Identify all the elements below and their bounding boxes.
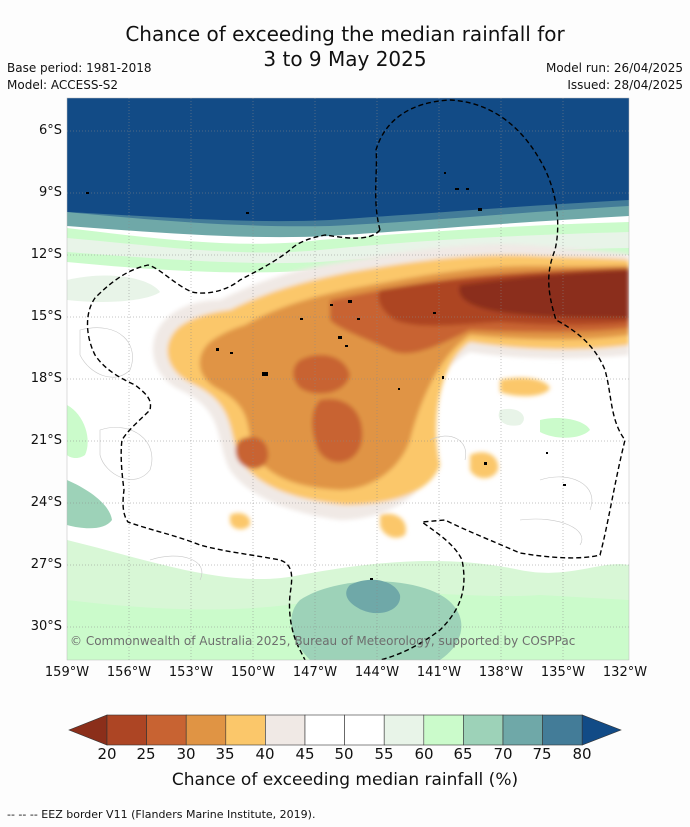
colorbar-swatch <box>225 714 266 746</box>
lon-label: 138°W <box>478 665 524 680</box>
colorbar-extend-high <box>581 714 622 746</box>
colorbar-extend-low <box>68 714 108 746</box>
copyright-credit: © Commonwealth of Australia 2025, Bureau… <box>70 634 576 648</box>
colorbar-swatch <box>502 714 543 746</box>
lon-label: 153°W <box>168 665 214 680</box>
colorbar-tick-label: 40 <box>255 745 275 763</box>
lon-label: 147°W <box>292 665 338 680</box>
islands <box>86 172 566 580</box>
colorbar-tick-label: 60 <box>414 745 434 763</box>
colorbar-swatch <box>383 714 425 746</box>
lon-label: 159°W <box>44 665 90 680</box>
colorbar-swatch <box>542 714 583 746</box>
colorbar-tick-label: 70 <box>493 745 513 763</box>
colorbar-tick-label: 50 <box>334 745 354 763</box>
colorbar-swatch <box>463 714 504 746</box>
lon-label: 144°W <box>354 665 400 680</box>
model-name: Model: ACCESS-S2 <box>7 78 119 92</box>
colorbar-tick-label: 75 <box>532 745 552 763</box>
colorbar-tick-label: 55 <box>374 745 394 763</box>
map-gridlines <box>67 98 629 660</box>
lat-label: 12°S <box>30 247 62 262</box>
colorbar <box>68 714 622 746</box>
lat-label: 9°S <box>38 185 62 200</box>
lon-label: 141°W <box>416 665 462 680</box>
model-info: Base period: 1981-2018 Model: ACCESS-S2 <box>7 60 152 94</box>
lat-label: 24°S <box>30 495 62 510</box>
lon-label: 132°W <box>602 665 648 680</box>
colorbar-tick-label: 35 <box>215 745 235 763</box>
lat-label: 15°S <box>30 309 62 324</box>
eez-legend-note: -- -- -- EEZ border V11 (Flanders Marine… <box>7 808 316 821</box>
lat-label: 21°S <box>30 433 62 448</box>
lat-label: 6°S <box>38 123 62 138</box>
colorbar-tick-label: 25 <box>136 745 156 763</box>
eez-border <box>86 99 626 660</box>
base-period: Base period: 1981-2018 <box>7 61 152 75</box>
title-line-2: 3 to 9 May 2025 <box>263 47 427 71</box>
map-title: Chance of exceeding the median rainfall … <box>0 22 690 72</box>
colorbar-swatch <box>146 714 187 746</box>
colorbar-swatch <box>106 714 147 746</box>
lat-label: 18°S <box>30 371 62 386</box>
colorbar-swatch <box>423 714 464 746</box>
colorbar-tick-label: 30 <box>176 745 196 763</box>
title-line-1: Chance of exceeding the median rainfall … <box>125 22 565 46</box>
issued-date: Issued: 28/04/2025 <box>567 78 683 92</box>
run-info: Model run: 26/04/2025 Issued: 28/04/2025 <box>546 60 683 94</box>
colorbar-tick-label: 45 <box>295 745 315 763</box>
colorbar-title: Chance of exceeding median rainfall (%) <box>171 770 519 790</box>
lat-label: 27°S <box>30 557 62 572</box>
colorbar-swatch <box>304 714 345 746</box>
lat-label: 30°S <box>30 619 62 634</box>
model-run: Model run: 26/04/2025 <box>545 61 683 75</box>
colorbar-tick-label: 65 <box>453 745 473 763</box>
colorbar-swatch <box>185 714 227 746</box>
lon-label: 156°W <box>106 665 152 680</box>
lon-label: 150°W <box>230 665 276 680</box>
lon-label: 135°W <box>540 665 586 680</box>
colorbar-swatch <box>344 714 385 746</box>
colorbar-swatch <box>265 714 306 746</box>
colorbar-tick-label: 80 <box>572 745 592 763</box>
colorbar-tick-label: 20 <box>97 745 117 763</box>
